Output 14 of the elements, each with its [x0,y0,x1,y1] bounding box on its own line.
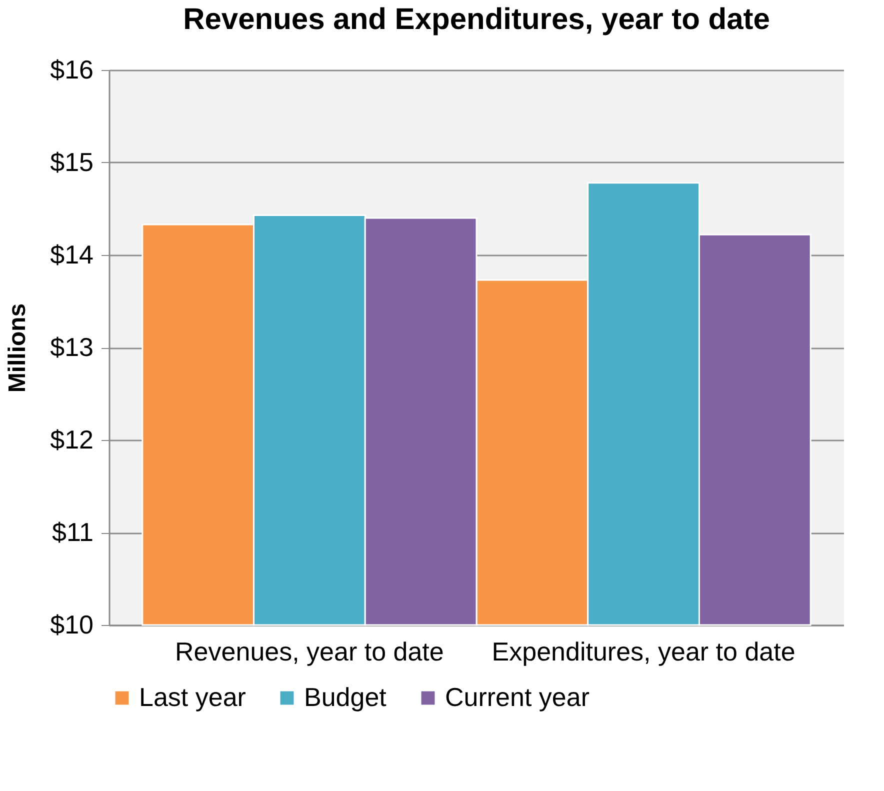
y-tick-label: $15 [50,147,94,177]
legend-label: Current year [445,682,590,712]
x-tick-label: Revenues, year to date [175,636,444,666]
x-tick-label: Expenditures, year to date [492,636,796,666]
y-tick-label: $13 [50,332,94,362]
y-tick-label: $11 [52,517,94,547]
y-tick-label: $12 [50,424,94,454]
legend-label: Budget [304,682,388,712]
y-tick-label: $10 [50,610,94,640]
legend-label: Last year [139,682,246,712]
chart-title: Revenues and Expenditures, year to date [183,3,770,36]
y-tick-label: $14 [50,240,94,270]
y-axis-title: Millions [4,303,32,393]
y-tick-label: $16 [50,54,94,84]
